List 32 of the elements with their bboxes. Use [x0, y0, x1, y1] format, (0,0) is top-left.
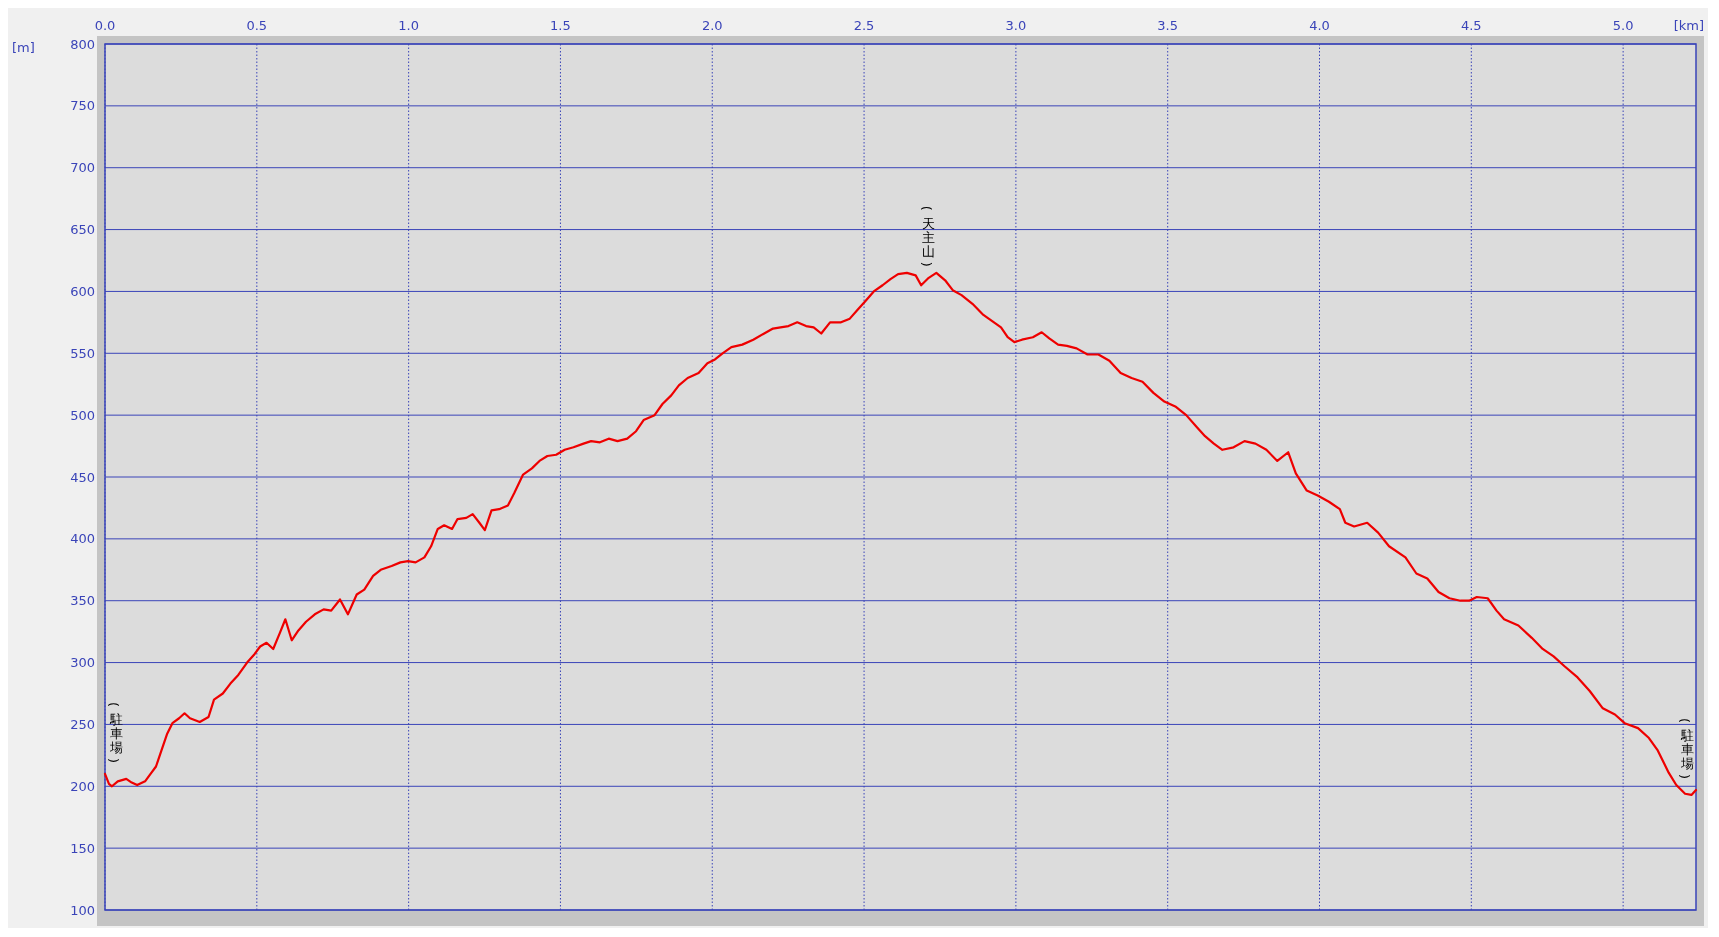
- y-tick-label: 650: [70, 222, 95, 238]
- x-tick-label: 5.0: [1612, 18, 1634, 33]
- y-tick-label: 800: [70, 36, 95, 52]
- x-tick-label: 2.5: [853, 18, 875, 33]
- annotation: (駐車場): [106, 701, 123, 763]
- x-tick-label: 3.5: [1157, 18, 1179, 33]
- annotation: (天主山): [919, 205, 936, 267]
- x-tick-label: 2.0: [701, 18, 723, 33]
- y-tick-label: 450: [70, 469, 95, 485]
- x-tick-label: 0.0: [94, 18, 116, 33]
- y-tick-label: 350: [70, 593, 95, 609]
- y-tick-label: 150: [70, 840, 95, 856]
- y-tick-label: 200: [70, 778, 95, 794]
- x-tick-label: 3.0: [1005, 18, 1027, 33]
- x-tick-label: 4.5: [1460, 18, 1482, 33]
- y-tick-label: 100: [70, 902, 95, 918]
- x-axis-title: [km]: [1673, 18, 1704, 33]
- y-tick-label: 550: [70, 345, 95, 361]
- x-tick-label: 0.5: [246, 18, 268, 33]
- x-tick-label: 4.0: [1309, 18, 1330, 33]
- y-tick-label: 600: [70, 283, 95, 299]
- y-tick-label: 300: [70, 655, 95, 671]
- y-tick-label: 400: [70, 531, 95, 547]
- y-tick-label: 250: [70, 716, 95, 732]
- x-tick-label: 1.5: [550, 18, 571, 33]
- y-axis-title: [m]: [12, 40, 35, 55]
- x-tick-label: 1.0: [398, 18, 419, 33]
- y-tick-label: 700: [70, 160, 95, 176]
- y-tick-label: 750: [70, 98, 95, 114]
- y-tick-label: 500: [70, 407, 95, 423]
- annotation: (駐車場): [1677, 718, 1694, 780]
- line-series: [103, 271, 1698, 797]
